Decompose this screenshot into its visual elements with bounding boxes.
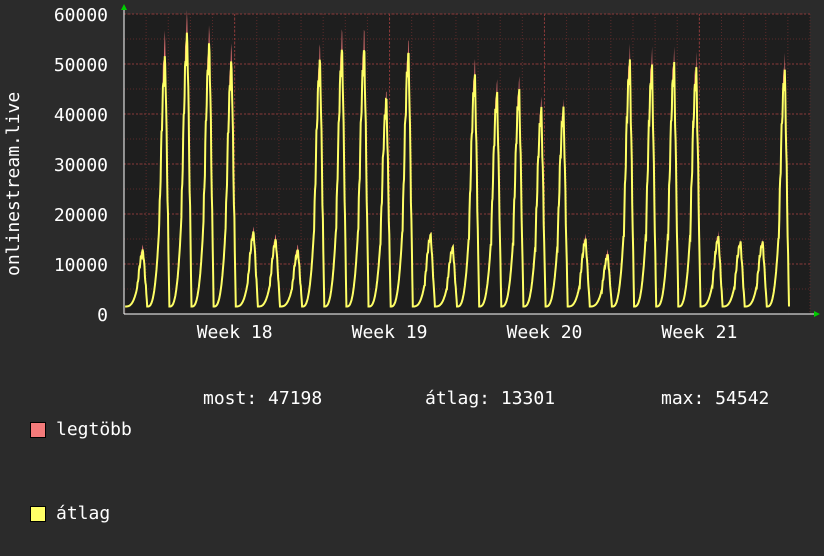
x-tick-label: Week 19	[352, 322, 428, 343]
x-tick-label: Week 18	[197, 322, 273, 343]
x-tick-label: Week 21	[661, 322, 737, 343]
y-tick-label: 40000	[54, 105, 108, 126]
series-layer	[125, 9, 790, 314]
legend-item-max: legtöbb	[30, 416, 132, 444]
stat-now: most: 47198	[203, 388, 323, 409]
legend-swatch-avg	[30, 506, 46, 522]
stat-max: max: 54542	[661, 388, 770, 409]
y-axis-arrow	[121, 4, 127, 10]
chart: 0 10000 20000 30000 40000 50000 60000 Week 18 We…	[3, 4, 820, 343]
y-tick-label: 0	[97, 305, 108, 326]
x-axis-arrow	[814, 311, 820, 317]
tick-labels: 0 10000 20000 30000 40000 50000 60000 Week 18 We…	[54, 5, 737, 343]
stat-average: átlag: 13301	[425, 388, 556, 409]
y-tick-label: 20000	[54, 205, 108, 226]
legend-label-avg: átlag	[56, 503, 111, 524]
legend-label-max: legtöbb	[56, 419, 132, 440]
series-avg-line	[125, 32, 790, 308]
y-tick-label: 50000	[54, 55, 108, 76]
axes	[121, 4, 820, 317]
x-tick-label: Week 20	[507, 322, 583, 343]
legend: legtöbb átlag	[30, 360, 132, 556]
y-axis-label: onlinestream.live	[3, 92, 24, 276]
y-tick-label: 10000	[54, 255, 108, 276]
legend-swatch-max	[30, 422, 46, 438]
legend-item-avg: átlag	[30, 500, 132, 528]
y-tick-label: 30000	[54, 155, 108, 176]
y-tick-label: 60000	[54, 5, 108, 26]
